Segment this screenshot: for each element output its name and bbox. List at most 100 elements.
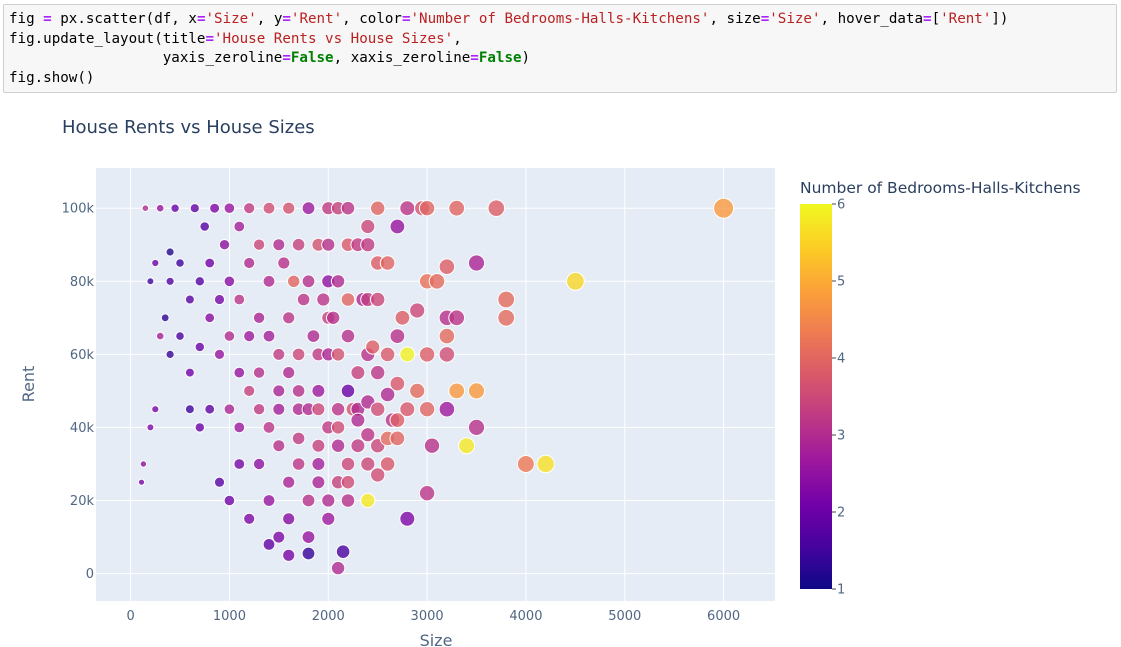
data-point: [243, 256, 256, 270]
data-point: [458, 437, 476, 455]
data-point: [448, 309, 466, 327]
data-point: [204, 403, 216, 415]
plot-area[interactable]: [96, 168, 775, 601]
data-point: [330, 274, 346, 289]
data-point: [165, 349, 175, 359]
data-point: [262, 201, 276, 215]
data-point: [418, 200, 436, 217]
y-axis-label: Rent: [19, 366, 38, 403]
data-point: [301, 274, 316, 289]
data-point: [151, 405, 160, 414]
data-point: [272, 347, 286, 361]
data-point: [399, 200, 416, 217]
data-point: [350, 412, 366, 428]
data-point: [204, 257, 216, 269]
data-point: [379, 346, 396, 363]
data-point: [282, 512, 296, 526]
data-point: [394, 309, 411, 326]
data-point: [262, 421, 276, 434]
data-point: [223, 494, 236, 507]
data-point: [146, 277, 155, 286]
data-point: [360, 492, 376, 509]
data-point: [340, 200, 356, 216]
x-tick-label: 2000: [312, 609, 345, 624]
data-point: [389, 218, 406, 235]
colorbar-tick-label: 1: [837, 583, 845, 598]
data-point: [184, 294, 195, 305]
x-tick-label: 1000: [213, 609, 246, 624]
code-line-3: yaxis_zeroline=False, xaxis_zeroline=Fal…: [9, 50, 531, 66]
code-line-1: fig = px.scatter(df, x='Size', y='Rent',…: [9, 11, 1009, 27]
data-point: [370, 291, 386, 308]
data-point: [438, 400, 456, 418]
code-line-2: fig.update_layout(title='House Rents vs …: [9, 30, 462, 47]
data-point: [282, 201, 296, 215]
data-point: [223, 202, 236, 214]
data-point: [243, 330, 256, 343]
data-point: [194, 341, 206, 353]
data-point: [243, 202, 256, 215]
data-point: [340, 456, 356, 472]
data-point: [151, 258, 160, 268]
data-point: [213, 476, 226, 488]
data-point: [379, 255, 396, 271]
data-point: [194, 276, 206, 287]
data-point: [277, 256, 291, 270]
data-point: [487, 199, 506, 217]
data-point: [141, 204, 150, 212]
y-tick-label: 40k: [70, 421, 95, 436]
x-tick-label: 0: [126, 609, 134, 624]
data-point: [184, 367, 195, 378]
data-point: [282, 366, 296, 380]
data-point: [467, 254, 486, 272]
chart-title: House Rents vs House Sizes: [62, 117, 315, 138]
y-tick-label: 80k: [70, 275, 95, 290]
data-point: [448, 382, 466, 400]
data-point: [428, 273, 446, 290]
colorbar: [800, 204, 832, 589]
data-point: [316, 292, 331, 307]
data-point: [301, 530, 316, 545]
data-point: [252, 311, 266, 325]
data-point: [340, 493, 356, 508]
data-point: [409, 382, 426, 399]
data-point: [330, 438, 346, 453]
x-tick-label: 6000: [707, 609, 740, 624]
data-point: [467, 418, 486, 436]
data-point: [370, 364, 386, 381]
code-line-4: fig.show(): [9, 69, 95, 86]
data-point: [370, 401, 386, 417]
data-point: [326, 310, 341, 326]
data-point: [272, 402, 286, 416]
data-point: [370, 200, 386, 216]
x-tick-label: 5000: [608, 609, 641, 624]
data-point: [311, 383, 326, 398]
data-point: [243, 512, 256, 525]
data-point: [291, 347, 306, 362]
data-point: [389, 375, 406, 392]
data-point: [252, 403, 266, 416]
data-point: [330, 402, 346, 417]
data-point: [252, 457, 266, 471]
data-point: [301, 493, 316, 508]
data-point: [282, 548, 296, 562]
scatter-chart[interactable]: House Rents vs House Sizes 0 1000 2000 3000…: [0, 100, 1121, 647]
data-point: [418, 346, 436, 363]
data-point: [497, 308, 516, 327]
data-point: [330, 560, 346, 576]
data-point: [160, 313, 170, 323]
code-cell[interactable]: fig = px.scatter(df, x='Size', y='Rent',…: [3, 4, 1117, 93]
data-point: [262, 494, 276, 507]
x-axis-label: Size: [420, 631, 453, 647]
data-point: [301, 546, 316, 561]
data-point: [155, 203, 165, 213]
data-point: [467, 382, 486, 400]
data-point: [262, 274, 276, 288]
data-point: [330, 347, 346, 362]
data-point: [282, 475, 296, 489]
data-point: [282, 311, 296, 325]
data-point: [340, 383, 356, 399]
data-point: [340, 474, 356, 490]
y-tick-label: 0: [86, 567, 94, 582]
data-point: [272, 439, 286, 453]
